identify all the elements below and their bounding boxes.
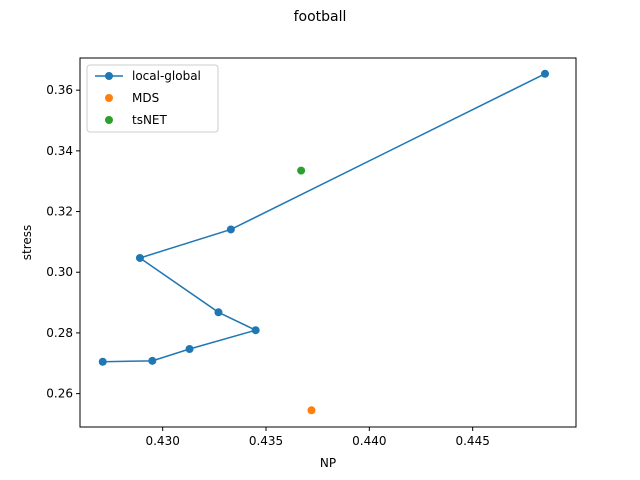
legend-marker-mds [105, 94, 113, 102]
chart-title: football [294, 9, 347, 25]
legend: local-global MDS tsNET [86, 64, 219, 133]
legend-marker-local-global [105, 72, 113, 80]
data-point-local-global [148, 356, 157, 365]
y-tick-label: 0.36 [46, 83, 73, 97]
x-tick-label: 0.435 [249, 434, 283, 448]
data-point-local-global [226, 225, 235, 234]
legend-label-local-global: local-global [132, 69, 201, 83]
x-axis-label: NP [320, 456, 336, 470]
data-point-mds [307, 406, 316, 415]
y-tick-label: 0.34 [46, 144, 73, 158]
y-axis-ticks: 0.26 0.28 0.30 0.32 0.34 0.36 [46, 83, 80, 401]
legend-marker-tsnet [105, 116, 113, 124]
legend-box [86, 64, 219, 133]
y-tick-label: 0.30 [46, 265, 73, 279]
x-axis-ticks: 0.430 0.435 0.440 0.445 [145, 427, 490, 448]
data-point-tsnet [297, 166, 306, 175]
x-tick-label: 0.440 [352, 434, 386, 448]
legend-label-tsnet: tsNET [132, 113, 168, 127]
data-point-local-global [135, 253, 144, 262]
x-tick-label: 0.430 [145, 434, 179, 448]
y-axis-label: stress [20, 225, 34, 261]
data-point-local-global [251, 326, 260, 335]
data-point-local-global [541, 69, 549, 78]
legend-label-mds: MDS [132, 91, 159, 105]
data-point-local-global [185, 345, 194, 354]
series-line-local-global [102, 73, 546, 363]
y-tick-label: 0.28 [46, 326, 73, 340]
y-tick-label: 0.26 [46, 387, 73, 401]
plot-frame [79, 57, 577, 428]
x-tick-label: 0.445 [455, 434, 489, 448]
data-point-local-global [98, 357, 107, 366]
series-layer [98, 69, 549, 415]
data-point-local-global [214, 308, 223, 317]
y-tick-label: 0.32 [46, 205, 73, 219]
